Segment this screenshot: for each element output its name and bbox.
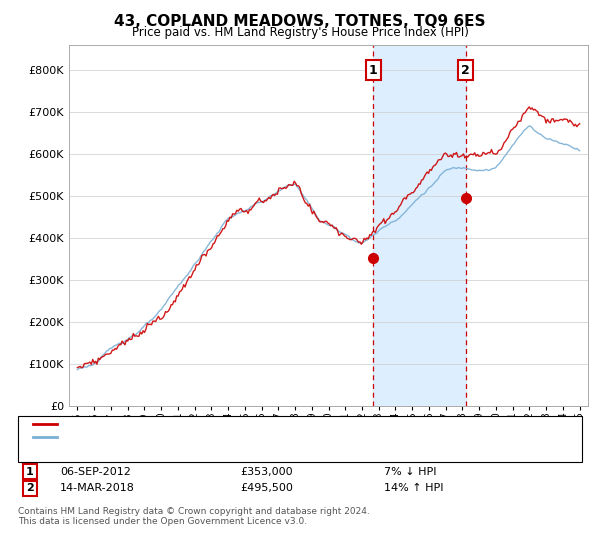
Text: 43, COPLAND MEADOWS, TOTNES, TQ9 6ES: 43, COPLAND MEADOWS, TOTNES, TQ9 6ES <box>114 14 486 29</box>
Text: HPI: Average price, detached house, South Hams: HPI: Average price, detached house, Sout… <box>60 432 329 442</box>
Bar <box>373 45 466 406</box>
Text: 43, COPLAND MEADOWS, TOTNES, TQ9 6ES (detached house): 43, COPLAND MEADOWS, TOTNES, TQ9 6ES (de… <box>60 419 400 430</box>
Text: £495,500: £495,500 <box>240 483 293 493</box>
Text: 1: 1 <box>26 466 34 477</box>
Text: 1: 1 <box>369 64 377 77</box>
Text: 14% ↑ HPI: 14% ↑ HPI <box>384 483 443 493</box>
Text: 06-SEP-2012: 06-SEP-2012 <box>60 466 131 477</box>
Text: Contains HM Land Registry data © Crown copyright and database right 2024.
This d: Contains HM Land Registry data © Crown c… <box>18 507 370 526</box>
Text: 7% ↓ HPI: 7% ↓ HPI <box>384 466 437 477</box>
Text: 2: 2 <box>461 64 470 77</box>
Text: 14-MAR-2018: 14-MAR-2018 <box>60 483 135 493</box>
Text: £353,000: £353,000 <box>240 466 293 477</box>
Text: 2: 2 <box>26 483 34 493</box>
Text: Price paid vs. HM Land Registry's House Price Index (HPI): Price paid vs. HM Land Registry's House … <box>131 26 469 39</box>
